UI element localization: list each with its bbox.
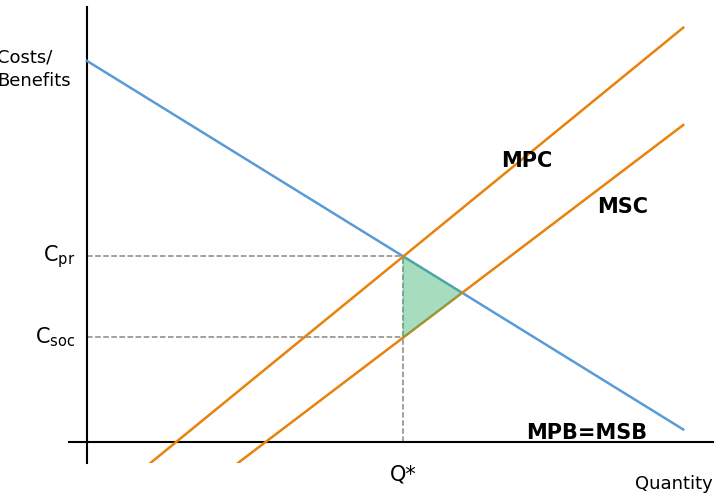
Text: MPC: MPC <box>501 151 552 171</box>
Polygon shape <box>403 256 462 338</box>
Text: Costs/
Benefits: Costs/ Benefits <box>0 48 71 90</box>
Text: MPB=MSB: MPB=MSB <box>526 423 647 443</box>
Text: C$_{\rm soc}$: C$_{\rm soc}$ <box>35 326 75 349</box>
Text: MSC: MSC <box>597 197 648 217</box>
Text: Quantity: Quantity <box>635 475 713 493</box>
Text: C$_{\rm pr}$: C$_{\rm pr}$ <box>42 243 75 270</box>
Text: Q*: Q* <box>390 465 417 485</box>
